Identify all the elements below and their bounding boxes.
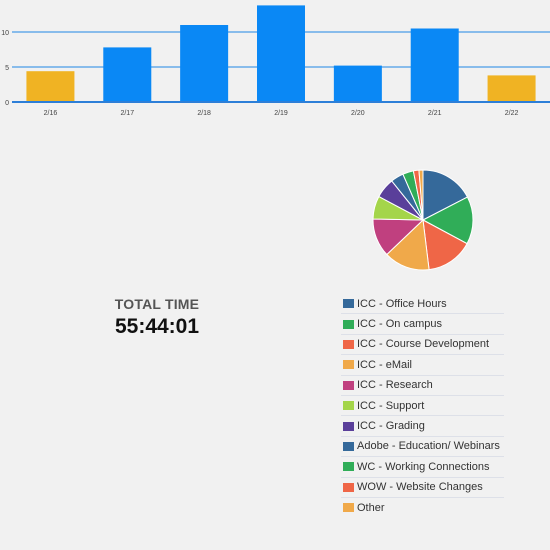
legend-item[interactable]: ICC - Research bbox=[341, 376, 504, 396]
daily-bar-chart: 0 5 10 2/16 2/17 2/18 2/19 2/20 2/21 2/22 bbox=[1, 5, 550, 117]
y-tick-label: 10 bbox=[1, 30, 9, 37]
bar-2-22[interactable] bbox=[487, 75, 536, 102]
legend-label: Adobe - Education/ Webinars bbox=[357, 440, 500, 453]
legend-item[interactable]: ICC - Office Hours bbox=[341, 294, 504, 315]
x-tick-label: 2/16 bbox=[44, 110, 58, 117]
total-time-panel: TOTAL TIME 55:44:01 bbox=[77, 296, 237, 339]
legend-label: ICC - On campus bbox=[357, 318, 442, 331]
legend-label: WC - Working Connections bbox=[357, 460, 490, 473]
legend-label: Other bbox=[357, 501, 385, 514]
legend-label: ICC - Research bbox=[357, 379, 433, 392]
pie-slice-icc-on-campus[interactable] bbox=[421, 196, 474, 245]
bar-2-20[interactable] bbox=[333, 65, 382, 102]
legend-swatch bbox=[343, 319, 354, 329]
legend-item[interactable]: ICC - Course Development bbox=[341, 335, 504, 356]
bar-2-19[interactable] bbox=[257, 5, 305, 102]
legend-label: ICC - Office Hours bbox=[357, 297, 447, 310]
category-pie-chart bbox=[372, 169, 474, 271]
legend-item[interactable]: ICC - On campus bbox=[341, 314, 504, 335]
bar-2-18[interactable] bbox=[180, 25, 229, 102]
legend-swatch bbox=[343, 482, 354, 492]
legend-swatch bbox=[343, 462, 354, 472]
legend-label: ICC - Course Development bbox=[357, 338, 490, 351]
x-tick-label: 2/18 bbox=[197, 110, 211, 117]
x-tick-label: 2/22 bbox=[505, 110, 519, 117]
legend-swatch bbox=[343, 421, 354, 431]
legend-item[interactable]: Other bbox=[341, 498, 504, 517]
x-tick-label: 2/17 bbox=[120, 110, 134, 117]
x-tick-label: 2/20 bbox=[351, 110, 365, 117]
pie-slice-icc-course-development[interactable] bbox=[422, 219, 468, 271]
total-time-label: TOTAL TIME bbox=[114, 296, 200, 312]
y-tick-label: 0 bbox=[5, 100, 9, 107]
legend-swatch bbox=[343, 401, 354, 411]
pie-legend: ICC - Office Hours ICC - On campus ICC - C… bbox=[341, 294, 504, 517]
legend-swatch bbox=[343, 441, 354, 451]
x-tick-label: 2/19 bbox=[274, 110, 288, 117]
x-tick-label: 2/21 bbox=[428, 110, 442, 117]
pie-slice-icc-office-hours[interactable] bbox=[422, 169, 469, 221]
bar-2-17[interactable] bbox=[103, 47, 152, 102]
legend-item[interactable]: WOW - Website Changes bbox=[341, 478, 504, 498]
pie-slice-other[interactable] bbox=[418, 169, 424, 221]
total-time-value: 55:44:01 bbox=[114, 315, 200, 338]
legend-label: ICC - Support bbox=[357, 399, 425, 412]
legend-swatch bbox=[343, 503, 354, 513]
legend-label: ICC - Grading bbox=[357, 420, 425, 433]
legend-item[interactable]: ICC - Grading bbox=[341, 416, 504, 437]
bar-2-16[interactable] bbox=[26, 71, 75, 102]
legend-swatch bbox=[343, 299, 354, 309]
legend-swatch bbox=[343, 380, 354, 390]
legend-item[interactable]: ICC - Support bbox=[341, 396, 504, 417]
legend-item[interactable]: WC - Working Connections bbox=[341, 457, 504, 478]
legend-swatch bbox=[343, 339, 354, 349]
bar-2-21[interactable] bbox=[410, 28, 459, 103]
legend-swatch bbox=[343, 360, 354, 370]
legend-label: WOW - Website Changes bbox=[357, 481, 483, 494]
y-tick-label: 5 bbox=[5, 65, 9, 72]
legend-item[interactable]: ICC - eMail bbox=[341, 355, 504, 376]
legend-label: ICC - eMail bbox=[357, 358, 413, 371]
legend-item[interactable]: Adobe - Education/ Webinars bbox=[341, 437, 504, 458]
